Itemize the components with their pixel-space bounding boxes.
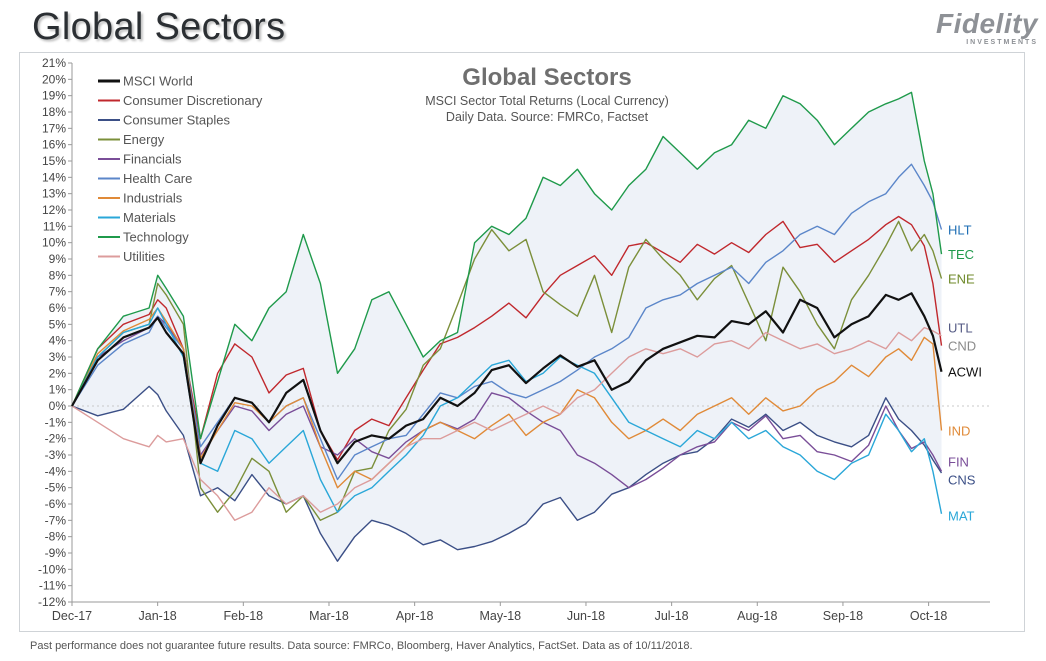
end-labels: HLT TEC ENE UTL CND ACWI IND FIN CNS MAT — [948, 223, 982, 524]
x-tick-labels: Dec-17 Jan-18 Feb-18 Mar-18 Apr-18 May-18 Jun-… — [52, 602, 948, 623]
y-tick-label: 10% — [42, 236, 66, 250]
y-tick-label: 21% — [42, 56, 66, 70]
end-label-hlt: HLT — [948, 223, 972, 238]
page-title: Global Sectors — [32, 6, 286, 48]
legend-label-tec: Technology — [123, 230, 189, 245]
x-tick-label: Feb-18 — [224, 609, 264, 623]
y-tick-label: -4% — [45, 464, 67, 478]
y-tick-label: 13% — [42, 187, 66, 201]
x-tick-label: Apr-18 — [396, 609, 434, 623]
legend-label-cnd: Consumer Discretionary — [123, 93, 263, 108]
y-tick-label: -9% — [45, 546, 67, 560]
y-tick-label: 12% — [42, 203, 66, 217]
y-tick-label: 6% — [49, 301, 67, 315]
end-label-ene: ENE — [948, 272, 975, 287]
y-tick-label: 4% — [49, 334, 67, 348]
series-line-fin — [71, 315, 943, 489]
y-tick-label: 15% — [42, 154, 66, 168]
end-label-cns: CNS — [948, 473, 976, 488]
y-tick-label: -7% — [45, 513, 67, 527]
y-tick-label: -6% — [45, 497, 67, 511]
y-tick-label: -5% — [45, 481, 67, 495]
series-line-tec — [71, 91, 943, 440]
legend-label-ene: Energy — [123, 132, 165, 147]
y-tick-label: -8% — [45, 530, 67, 544]
end-label-utl: UTL — [948, 321, 973, 336]
y-tick-label: -10% — [38, 562, 66, 576]
legend-label-ind: Industrials — [123, 191, 183, 206]
y-tick-label: 16% — [42, 138, 66, 152]
series-line-cnd — [71, 215, 943, 461]
legend-label-hlt: Health Care — [123, 171, 192, 186]
x-tick-label: Sep-18 — [823, 609, 863, 623]
legend-label-fin: Financials — [123, 152, 182, 167]
series-line-ene — [71, 220, 943, 521]
y-tick-label: 20% — [42, 72, 66, 86]
y-tick-label: 3% — [49, 350, 67, 364]
y-tick-label: -12% — [38, 595, 66, 609]
footnote: Past performance does not guarantee futu… — [30, 640, 693, 652]
y-tick-label: 1% — [49, 383, 67, 397]
series-line-mat — [71, 307, 943, 514]
y-tick-label: -11% — [39, 579, 66, 593]
legend-label-mat: Materials — [123, 210, 176, 225]
legend: MSCI World Consumer Discretionary Consumer… — [98, 74, 263, 264]
y-tick-label: 19% — [42, 89, 66, 103]
x-tick-label: Jan-18 — [139, 609, 177, 623]
end-label-tec: TEC — [948, 247, 974, 262]
y-tick-label: 5% — [49, 317, 67, 331]
y-tick-label: -2% — [45, 432, 67, 446]
legend-label-utl: Utilities — [123, 249, 165, 264]
x-tick-label: Jul-18 — [655, 609, 689, 623]
chart-subtitle-1: MSCI Sector Total Returns (Local Currenc… — [425, 94, 669, 108]
y-tick-label: 17% — [42, 121, 66, 135]
logo-brand-text: Fidelity — [935, 8, 1038, 39]
chart-subtitle-2: Daily Data. Source: FMRCo, Factset — [446, 110, 649, 124]
end-label-fin: FIN — [948, 455, 969, 470]
y-tick-label: 0% — [49, 399, 67, 413]
end-label-cnd: CND — [948, 339, 976, 354]
y-tick-label: -3% — [45, 448, 67, 462]
x-tick-label: Oct-18 — [910, 609, 948, 623]
end-label-acwi: ACWI — [948, 365, 982, 380]
y-tick-label: 11% — [43, 219, 66, 233]
x-tick-label: Aug-18 — [737, 609, 777, 623]
y-tick-label: 14% — [42, 170, 66, 184]
series-line-ind — [71, 307, 943, 489]
x-tick-label: Dec-17 — [52, 609, 92, 623]
logo-sub-text: INVESTMENTS — [966, 39, 1038, 46]
x-tick-label: Mar-18 — [309, 609, 349, 623]
line-chart: 21% 20% 19% 18% 17% 16% 15% 14% 13% 12% 11% 10% 9% 8%… — [38, 56, 990, 623]
y-tick-label: 7% — [49, 285, 67, 299]
y-tick-labels: 21% 20% 19% 18% 17% 16% 15% 14% 13% 12% 11% 10% 9% 8%… — [38, 56, 72, 609]
chart-title: Global Sectors — [462, 64, 631, 91]
chart-frame: 21% 20% 19% 18% 17% 16% 15% 14% 13% 12% 11% 10% 9% 8%… — [19, 52, 1025, 632]
x-tick-label: May-18 — [479, 609, 521, 623]
end-label-ind: IND — [948, 424, 970, 439]
y-tick-label: 9% — [49, 252, 67, 266]
end-label-mat: MAT — [948, 508, 975, 523]
legend-label-acwi: MSCI World — [123, 74, 193, 89]
series-line-cns — [71, 385, 943, 562]
y-tick-label: 2% — [49, 366, 67, 380]
series-line-utl — [71, 326, 942, 521]
x-tick-label: Jun-18 — [567, 609, 605, 623]
legend-label-cns: Consumer Staples — [123, 113, 230, 128]
fidelity-logo: Fidelity INVESTMENTS — [935, 8, 1038, 47]
series-line-acwi — [71, 292, 943, 465]
y-tick-label: 8% — [49, 268, 67, 282]
y-tick-label: 18% — [42, 105, 66, 119]
y-tick-label: -1% — [45, 415, 67, 429]
